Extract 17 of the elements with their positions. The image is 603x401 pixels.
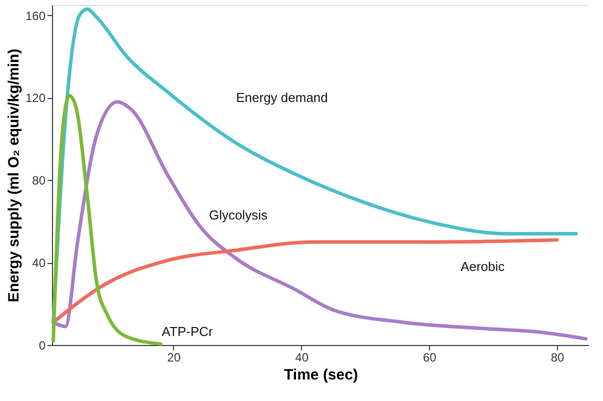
x-tick-label: 40 <box>295 350 309 364</box>
x-tick-label: 80 <box>550 350 565 364</box>
x-tick-label: 60 <box>423 350 437 364</box>
series-label: ATP-PCr <box>162 324 214 339</box>
y-tick-label: 80 <box>32 174 46 188</box>
line-series <box>52 94 162 346</box>
series-label: Glycolysis <box>208 208 268 223</box>
series-label: Aerobic <box>460 258 506 274</box>
y-axis-title: Energy supply (ml O₂ equiv/kg/min) <box>5 48 22 302</box>
x-tick-label: 20 <box>167 350 181 364</box>
y-tick-label: 160 <box>25 8 46 23</box>
y-tick-label: 40 <box>32 256 46 270</box>
line-series <box>52 238 559 324</box>
text: Energy demand <box>236 90 328 106</box>
y-tick-label: 120 <box>25 91 46 106</box>
x-axis-title: Time (sec) <box>284 366 358 384</box>
y-tick-label: 0 <box>38 338 46 352</box>
